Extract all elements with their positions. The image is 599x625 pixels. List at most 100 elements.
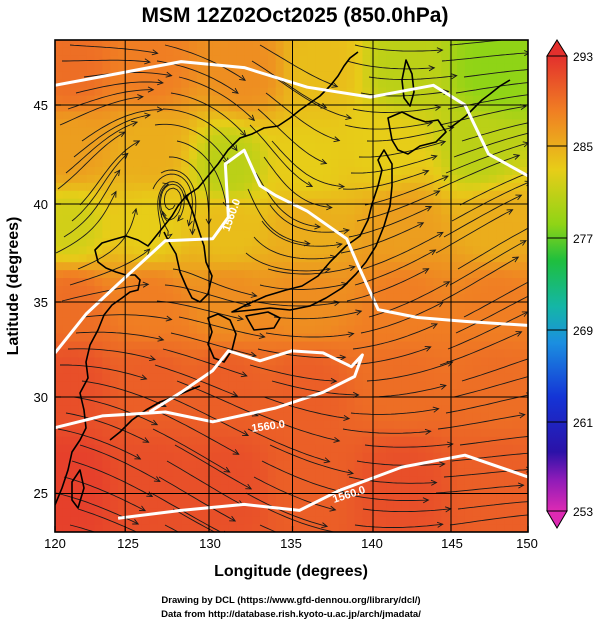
field-cell (457, 460, 466, 470)
field-cell (189, 87, 198, 97)
field-cell (307, 135, 316, 144)
field-cell (370, 309, 379, 319)
field-cell (425, 420, 434, 430)
field-cell (236, 151, 245, 160)
field-cell (291, 111, 300, 120)
field-cell (275, 47, 285, 57)
field-cell (330, 71, 340, 81)
field-cell (464, 293, 474, 303)
field-cell (449, 325, 458, 335)
field-cell (102, 508, 111, 517)
field-cell (149, 428, 159, 438)
field-cell (110, 206, 119, 216)
field-cell (291, 246, 300, 255)
field-cell (354, 381, 364, 390)
field-cell (472, 174, 482, 184)
field-cell (70, 349, 80, 359)
field-cell (370, 389, 379, 398)
field-cell (512, 317, 521, 327)
field-cell (299, 357, 308, 366)
field-cell (472, 222, 482, 232)
field-cell (110, 420, 119, 430)
field-cell (323, 166, 332, 176)
field-cell (118, 151, 127, 160)
field-cell (252, 119, 261, 128)
field-cell (267, 95, 277, 105)
streamline-arrowhead (533, 373, 539, 378)
field-cell (512, 524, 521, 532)
field-cell (228, 492, 237, 501)
field-cell (520, 246, 528, 255)
field-cell (125, 238, 135, 247)
field-cell (55, 198, 64, 208)
field-cell (480, 174, 490, 184)
field-cell (244, 524, 253, 532)
field-cell (173, 405, 182, 414)
field-cell (141, 452, 151, 462)
field-cell (133, 246, 143, 255)
field-cell (480, 420, 490, 430)
field-cell (354, 135, 364, 144)
field-cell (196, 420, 206, 430)
field-cell (425, 166, 434, 176)
streamline-arrowhead (532, 130, 538, 135)
streamline-arrowhead (326, 204, 333, 211)
field-cell (338, 373, 348, 382)
field-cell (386, 452, 395, 462)
field-cell (291, 317, 300, 327)
field-cell (338, 95, 348, 105)
field-cell (512, 341, 521, 351)
field-cell (472, 341, 482, 351)
field-cell (409, 444, 419, 454)
field-cell (307, 460, 316, 470)
field-cell (220, 301, 230, 311)
field-cell (386, 286, 395, 295)
field-cell (425, 174, 434, 184)
field-cell (189, 174, 198, 184)
field-cell (118, 492, 127, 501)
streamline-arrowhead (434, 104, 442, 111)
field-cell (393, 436, 403, 446)
field-cell (133, 182, 143, 192)
field-cell (220, 79, 230, 89)
field-cell (449, 222, 458, 232)
field-cell (504, 452, 513, 462)
field-cell (149, 190, 159, 200)
field-cell (141, 214, 151, 224)
field-cell (78, 317, 88, 327)
streamline-arrowhead (186, 219, 193, 227)
field-cell (78, 63, 88, 73)
field-cell (449, 309, 458, 319)
field-cell (141, 159, 151, 168)
field-cell (488, 95, 498, 105)
field-cell (212, 317, 222, 327)
field-cell (125, 325, 135, 335)
colorbar-tick-label: 285 (573, 140, 593, 154)
field-cell (196, 262, 206, 271)
field-cell (102, 420, 111, 430)
streamline-arrowhead (335, 242, 343, 248)
field-cell (323, 87, 332, 97)
field-cell (496, 444, 505, 454)
credit-line-data: Data from http://database.rish.kyoto-u.a… (161, 609, 421, 620)
field-cell (378, 40, 387, 49)
field-cell (118, 508, 127, 517)
field-cell (480, 270, 490, 279)
field-cell (173, 119, 182, 128)
field-cell (212, 246, 222, 255)
field-cell (55, 476, 64, 485)
streamline-arrowhead (528, 293, 534, 298)
field-cell (338, 341, 348, 351)
field-cell (236, 420, 245, 430)
field-cell (70, 79, 80, 89)
field-cell (346, 349, 356, 359)
field-cell (252, 262, 261, 271)
field-cell (86, 397, 96, 406)
field-cell (259, 309, 269, 319)
field-cell (189, 190, 198, 200)
field-cell (464, 135, 474, 144)
field-cell (409, 222, 419, 232)
field-cell (220, 198, 230, 208)
field-cell (275, 190, 285, 200)
streamline (259, 283, 348, 290)
